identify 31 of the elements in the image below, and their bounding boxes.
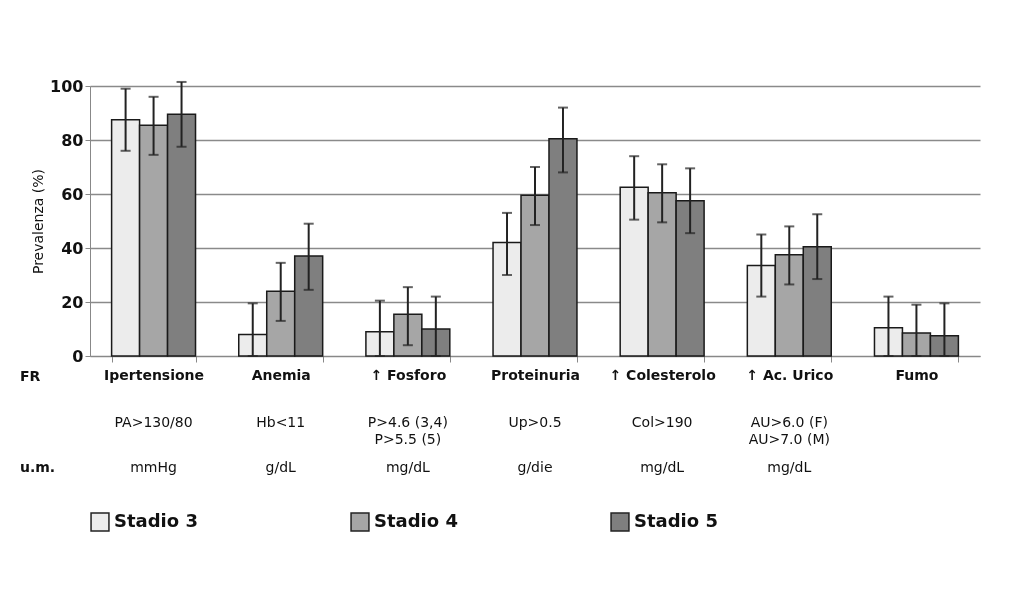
text: mg/dL	[767, 459, 812, 475]
x-tick-label: Fumo	[895, 366, 939, 383]
text: mg/dL	[640, 459, 685, 475]
x-tick-label: ↑ Colesterolo	[609, 366, 717, 383]
text: PA>130/80	[114, 414, 193, 430]
y-tick-label: 80	[61, 130, 84, 150]
x-tick-label: Ipertensione	[104, 366, 205, 383]
text: FR	[20, 368, 41, 384]
text: mmHg	[130, 459, 177, 475]
text: g/die	[517, 459, 553, 475]
x-tick-label: ↑ Ac. Urico	[746, 366, 834, 383]
text: mg/dL	[385, 459, 431, 475]
text: Col>190	[631, 414, 693, 430]
legend-label: Stadio 3	[114, 510, 198, 532]
text: u.m.	[20, 459, 56, 475]
text: g/dL	[265, 459, 297, 475]
x-tick-label: Proteinuria	[491, 366, 580, 383]
legend-label: Stadio 5	[634, 510, 718, 532]
y-tick-label: 40	[61, 238, 84, 258]
text: P>4.6 (3,4) P>5.5 (5)	[367, 414, 448, 447]
y-tick-label: 0	[72, 346, 84, 366]
text: Up>0.5	[508, 414, 562, 430]
x-tick-label: Anemia	[251, 366, 311, 383]
y-tick-label: 60	[61, 184, 84, 204]
text: Hb<11	[256, 414, 306, 430]
legend-label: Stadio 4	[374, 510, 458, 532]
x-tick-label: ↑ Fosforo	[370, 366, 447, 383]
y-tick-label: 20	[61, 292, 84, 312]
text: AU>6.0 (F) AU>7.0 (M)	[748, 414, 830, 447]
y-tick-label: 100	[50, 76, 84, 96]
y-axis-title: Prevalenza (%)	[30, 168, 47, 275]
